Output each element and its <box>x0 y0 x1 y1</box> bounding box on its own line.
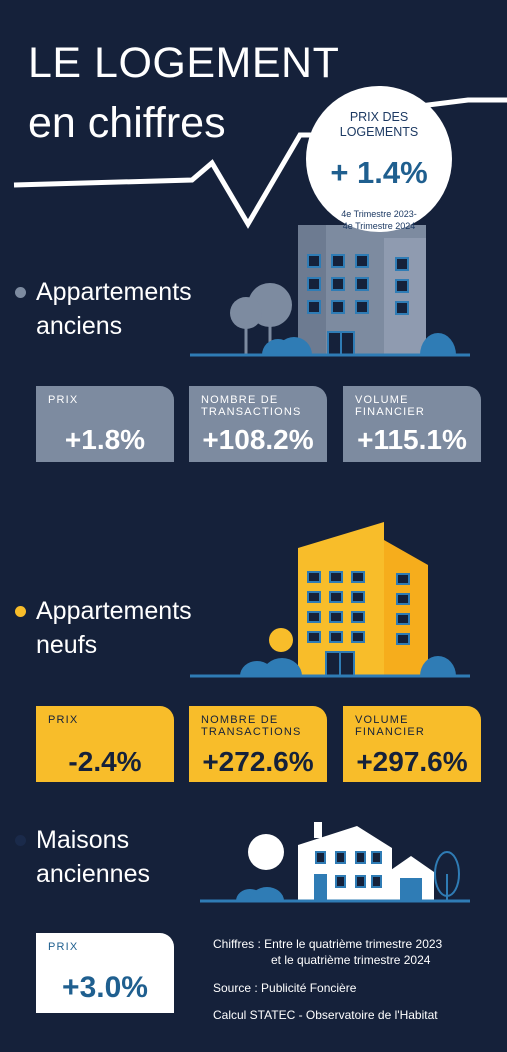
card-new-volume: VOLUME FINANCIER +297.6% <box>343 706 481 782</box>
sun-icon <box>248 834 284 870</box>
section-title-line1: Appartements <box>36 597 192 625</box>
card-label: PRIX <box>48 941 79 953</box>
card-old-volume: VOLUME FINANCIER +115.1% <box>343 386 481 462</box>
badge-label: PRIX DES LOGEMENTS <box>306 110 452 140</box>
card-value: +108.2% <box>202 424 314 455</box>
badge-period: 4e Trimestre 2023- 4e Trimestre 2024 <box>306 208 452 232</box>
old-building-group <box>298 225 426 356</box>
section-title-old-apartments: Appartements anciens <box>36 275 192 343</box>
badge-label-line2: LOGEMENTS <box>339 125 419 139</box>
card-value: +272.6% <box>202 746 314 777</box>
section-dot-old-houses <box>15 835 26 846</box>
section-title-line1: Appartements <box>36 278 192 306</box>
card-label: VOLUME FINANCIER <box>355 394 425 418</box>
section-title-line1: Maisons <box>36 826 130 854</box>
card-label-line1: VOLUME <box>355 394 409 406</box>
section-title-line2: neufs <box>36 631 98 659</box>
sun-icon <box>269 628 293 652</box>
card-label: PRIX <box>48 394 79 406</box>
card-label: PRIX <box>48 714 79 726</box>
section-title-new-apartments: Appartements neufs <box>36 594 192 662</box>
card-label-line2: FINANCIER <box>355 726 426 738</box>
footnote-calcul: Calcul STATEC - Observatoire de l'Habita… <box>213 1008 438 1022</box>
card-label: NOMBRE DE TRANSACTIONS <box>201 714 302 738</box>
footnote-figures-line2: et le quatrième trimestre 2024 <box>271 953 431 967</box>
card-old-transactions: NOMBRE DE TRANSACTIONS +108.2% <box>189 386 327 462</box>
card-value: +1.8% <box>64 424 146 455</box>
card-old-price: PRIX +1.8% <box>36 386 174 462</box>
price-badge: PRIX DES LOGEMENTS + 1.4% 4e Trimestre 2… <box>306 86 452 232</box>
card-value: +3.0% <box>62 971 148 1004</box>
card-label-line1: NOMBRE DE <box>201 714 279 726</box>
card-label-line1: NOMBRE DE <box>201 394 279 406</box>
card-label-line2: TRANSACTIONS <box>201 406 302 418</box>
card-value: +115.1% <box>357 424 467 455</box>
card-label-line2: TRANSACTIONS <box>201 726 302 738</box>
footnote-source: Source : Publicité Foncière <box>213 981 357 995</box>
card-new-price: PRIX -2.4% <box>36 706 174 782</box>
card-label: VOLUME FINANCIER <box>355 714 425 738</box>
badge-label-line1: PRIX DES <box>349 110 409 124</box>
card-new-transactions: NOMBRE DE TRANSACTIONS +272.6% <box>189 706 327 782</box>
section-dot-new-apartments <box>15 606 26 617</box>
badge-value: + 1.4% <box>330 155 428 190</box>
section-title-line2: anciennes <box>36 860 150 888</box>
card-label-line2: FINANCIER <box>355 406 426 418</box>
badge-period-line1: 4e Trimestre 2023- <box>341 209 417 219</box>
card-label-line1: VOLUME <box>355 714 409 726</box>
footnote-figures-line1: Chiffres : Entre le quatrième trimestre … <box>213 937 443 951</box>
page-title-line1: LE LOGEMENT <box>28 39 340 87</box>
card-houses-price: PRIX +3.0% <box>36 933 174 1013</box>
card-label: NOMBRE DE TRANSACTIONS <box>201 394 302 418</box>
badge-period-line2: 4e Trimestre 2024 <box>342 221 416 231</box>
card-value: -2.4% <box>68 746 142 777</box>
section-title-line2: anciens <box>36 312 123 340</box>
section-title-old-houses: Maisons anciennes <box>36 823 150 891</box>
section-dot-old-apartments <box>15 287 26 298</box>
card-value: +297.6% <box>356 746 468 777</box>
page-title-line2: en chiffres <box>28 99 226 147</box>
trend-line <box>13 97 507 229</box>
